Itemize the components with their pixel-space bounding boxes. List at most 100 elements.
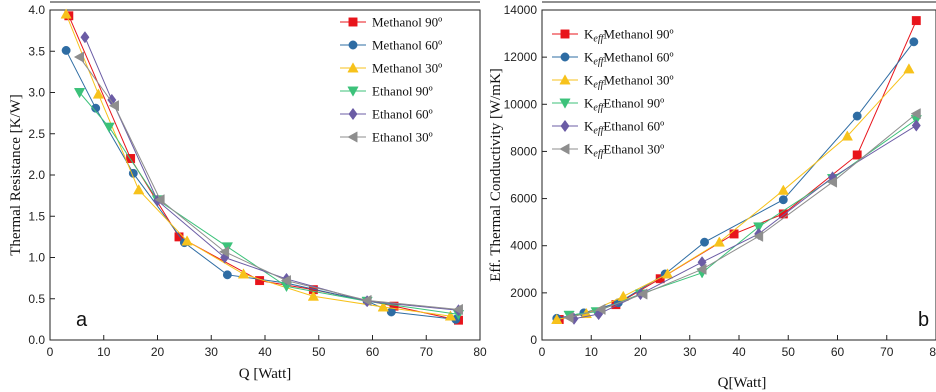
- chart-a-x-tick-label: 0: [47, 345, 54, 359]
- chart-b-y-tick-label: 6000: [510, 192, 537, 206]
- chart-b-y-tick-label: 12000: [504, 50, 538, 64]
- chart-b-x-tick-label: 0: [539, 345, 546, 359]
- chart-b-y-axis-title: Eff. Thermal Conductivity [W/mK]: [488, 68, 504, 282]
- chart-a-data-point-1-1: [91, 103, 101, 113]
- chart-b-legend-label-2: KeffMethanol 30º: [584, 73, 674, 91]
- chart-a-legend-marker-2: [347, 62, 359, 73]
- chart-a-data-point-5-2: [154, 194, 165, 206]
- chart-a-y-ticks: 0.0 0.5 1.0 1.5 2.0 2.5 3.0 3.5 4.0: [28, 3, 55, 347]
- chart-a-x-ticks: 0 10 20 30 40 50 60 70 80: [47, 335, 487, 359]
- chart-a-data-point-1-4: [222, 270, 232, 280]
- chart-b-data-point-2-6: [841, 130, 853, 141]
- chart-a-y-tick-label: 4.0: [28, 3, 45, 17]
- chart-b-legend-label-5: KeffEthanol 30º: [584, 142, 664, 160]
- chart-b-data-point-5-6: [910, 108, 921, 120]
- chart-b-x-tick-label: 10: [585, 345, 599, 359]
- chart-b-data-point-3-4: [753, 222, 765, 233]
- chart-b-data-point-1-7: [909, 37, 919, 47]
- chart-b-x-tick-label: 70: [880, 345, 894, 359]
- chart-b-data-point-1-4: [700, 237, 709, 247]
- chart-a-data-point-3-0: [73, 88, 86, 99]
- chart-a-legend-label-1: Methanol 60º: [372, 38, 442, 53]
- chart-b-y-tick-label: 10000: [504, 97, 538, 111]
- chart-b-data-point-5-5: [826, 176, 838, 188]
- chart-b-legend-marker-4: [560, 119, 570, 133]
- chart-b-x-tick-label: 30: [683, 345, 697, 359]
- chart-a-legend-marker-4: [348, 107, 358, 121]
- chart-b-x-ticks: 0 10 20 30 40 50 60 70 80: [539, 335, 936, 359]
- chart-b-legend-marker-3: [559, 98, 571, 109]
- chart-b-panel-label: b: [918, 309, 929, 331]
- chart-b-data-point-1-6: [852, 111, 862, 121]
- chart-b-data-point-1-5: [778, 195, 788, 205]
- chart-b-legend-marker-0: [560, 29, 570, 39]
- chart-a-y-tick-label: 3.0: [28, 86, 45, 100]
- chart-a-x-tick-label: 30: [205, 345, 219, 359]
- chart-a-data-point-5-0: [73, 51, 85, 63]
- chart-b-series-line-1: [556, 41, 915, 319]
- chart-a-y-tick-label: 0.5: [28, 292, 45, 306]
- chart-a-y-tick-label: 0.0: [28, 333, 45, 347]
- chart-a-data-point-1-7: [386, 307, 396, 317]
- chart-b-legend-marker-2: [559, 74, 571, 85]
- chart-b-data-point-5-2: [637, 288, 648, 300]
- chart-a-data-point-2-3: [181, 235, 193, 246]
- chart-a-data-point-2-0: [60, 8, 72, 19]
- chart-a-x-tick-label: 70: [420, 345, 434, 359]
- chart-b-y-tick-label: 2000: [510, 286, 537, 300]
- chart-a-data-point-2-4: [237, 268, 250, 279]
- chart-a-data-point-1-0: [61, 45, 71, 55]
- chart-b-series-line-0: [559, 20, 917, 320]
- chart-a-y-tick-label: 3.5: [28, 44, 45, 58]
- chart-a-data-point-0-1: [126, 154, 136, 163]
- chart-b-legend-label-3: KeffEthanol 90º: [584, 96, 664, 114]
- chart-b-x-tick-label: 50: [782, 345, 796, 359]
- chart-a-legend-marker-0: [348, 17, 358, 27]
- chart-a-data-point-3-1: [103, 122, 115, 133]
- chart-b-data-point-5-4: [752, 230, 764, 242]
- chart-a-legend: Methanol 90º Methanol 60º Methanol 30º Etha…: [340, 15, 442, 145]
- chart-a-data-point-2-7: [444, 310, 457, 321]
- chart-b-data-point-0-5: [852, 150, 862, 160]
- chart-b-data-point-0-3: [729, 229, 739, 239]
- chart-b-eff-thermal-conductivity: 0 10 20 30 40 50 60 70 80 0 2000 4000 6000 8000 10000…: [488, 1, 936, 391]
- chart-a-data-point-5-4: [280, 274, 291, 287]
- chart-b-data-point-2-3: [661, 268, 674, 279]
- chart-a-x-tick-label: 50: [312, 345, 326, 359]
- chart-b-data-point-2-7: [903, 63, 915, 74]
- chart-a-x-tick-label: 40: [258, 345, 272, 359]
- chart-a-legend-label-3: Ethanol 90º: [372, 84, 433, 99]
- chart-b-legend-label-1: KeffMethanol 60º: [584, 50, 674, 68]
- chart-a-thermal-resistance: 0 10 20 30 40 50 60 70 80 0.0 0.5 1.0 1.5 2.0 2.5 3.0 3…: [8, 1, 487, 382]
- chart-a-legend-label-2: Methanol 30º: [372, 61, 442, 76]
- chart-b-data-point-2-0: [551, 313, 563, 324]
- chart-a-data-point-2-5: [307, 290, 319, 301]
- chart-a-x-tick-label: 10: [97, 345, 111, 359]
- chart-b-data-point-4-6: [911, 119, 921, 132]
- chart-b-data-point-0-2: [655, 274, 665, 284]
- chart-a-data-point-5-5: [361, 294, 372, 307]
- chart-a-y-tick-label: 1.0: [28, 251, 45, 265]
- chart-b-legend: KeffMethanol 90º KeffMethanol 60º KeffMeth…: [552, 27, 674, 160]
- chart-a-legend-marker-5: [347, 131, 358, 143]
- chart-b-x-tick-label: 80: [929, 345, 936, 359]
- chart-b-x-tick-label: 40: [732, 345, 746, 359]
- chart-a-x-tick-label: 60: [366, 345, 380, 359]
- chart-a-panel-label: a: [76, 309, 88, 331]
- chart-b-legend-label-0: KeffMethanol 90º: [584, 27, 674, 45]
- chart-a-data-point-5-1: [108, 100, 119, 112]
- chart-b-data-point-5-0: [563, 311, 574, 324]
- chart-a-data-point-5-3: [218, 246, 230, 258]
- chart-b-x-tick-label: 20: [634, 345, 648, 359]
- chart-a-legend-label-4: Ethanol 60º: [372, 107, 433, 122]
- chart-b-y-ticks: 0 2000 4000 6000 8000 10000 12000 14000: [504, 3, 547, 347]
- chart-a-data-point-5-6: [452, 303, 463, 316]
- chart-a-data-point-2-6: [377, 301, 389, 312]
- chart-a-x-axis-title: Q [Watt]: [239, 366, 292, 382]
- chart-a-y-tick-label: 2.5: [28, 127, 45, 141]
- chart-a-series: [60, 8, 465, 325]
- chart-b-x-tick-label: 60: [831, 345, 845, 359]
- chart-b-data-point-0-6: [911, 16, 921, 26]
- chart-a-x-tick-label: 20: [151, 345, 165, 359]
